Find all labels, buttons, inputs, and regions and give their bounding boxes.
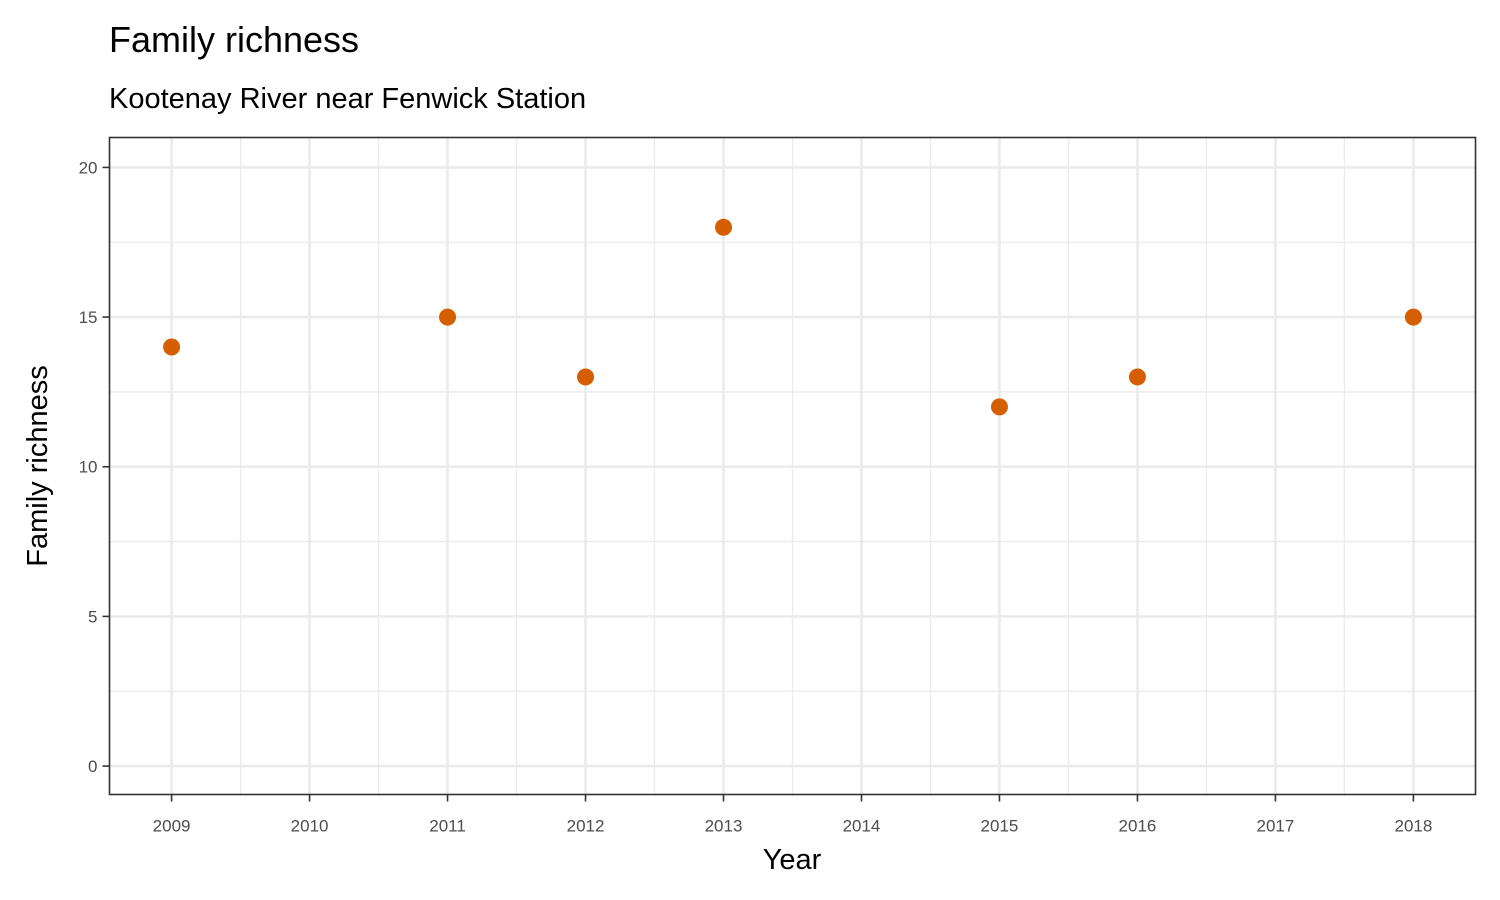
x-tick-label: 2011 [429, 817, 466, 836]
x-tick-label: 2012 [567, 817, 605, 836]
x-axis-ticks: 2009 2010 2011 2012 2013 2014 2015 2016 2017 2018 [153, 794, 1432, 836]
x-tick-label: 2018 [1394, 817, 1432, 836]
x-tick-label: 2014 [843, 817, 881, 836]
x-axis-title: Year [763, 844, 822, 876]
chart-title: Family richness [109, 19, 359, 60]
data-point [1128, 368, 1146, 386]
data-points [163, 218, 1422, 416]
data-point [439, 308, 457, 326]
x-tick-label: 2010 [291, 817, 329, 836]
data-point [1404, 308, 1422, 326]
data-point [577, 368, 595, 386]
y-tick-label: 20 [79, 158, 98, 177]
data-point [163, 338, 181, 356]
y-tick-label: 15 [79, 308, 98, 327]
data-point [990, 398, 1008, 416]
x-tick-label: 2016 [1119, 817, 1157, 836]
y-axis-ticks: 0 5 10 15 20 [79, 158, 110, 776]
y-tick-label: 5 [88, 607, 97, 626]
x-tick-label: 2015 [981, 817, 1019, 836]
x-tick-label: 2013 [705, 817, 743, 836]
chart-subtitle: Kootenay River near Fenwick Station [109, 83, 586, 115]
y-tick-label: 10 [79, 458, 98, 477]
data-point [715, 218, 733, 236]
y-tick-label: 0 [88, 757, 97, 776]
grid-major [109, 137, 1476, 795]
x-tick-label: 2009 [153, 817, 191, 836]
x-tick-label: 2017 [1257, 817, 1295, 836]
y-axis-title: Family richness [22, 365, 54, 566]
